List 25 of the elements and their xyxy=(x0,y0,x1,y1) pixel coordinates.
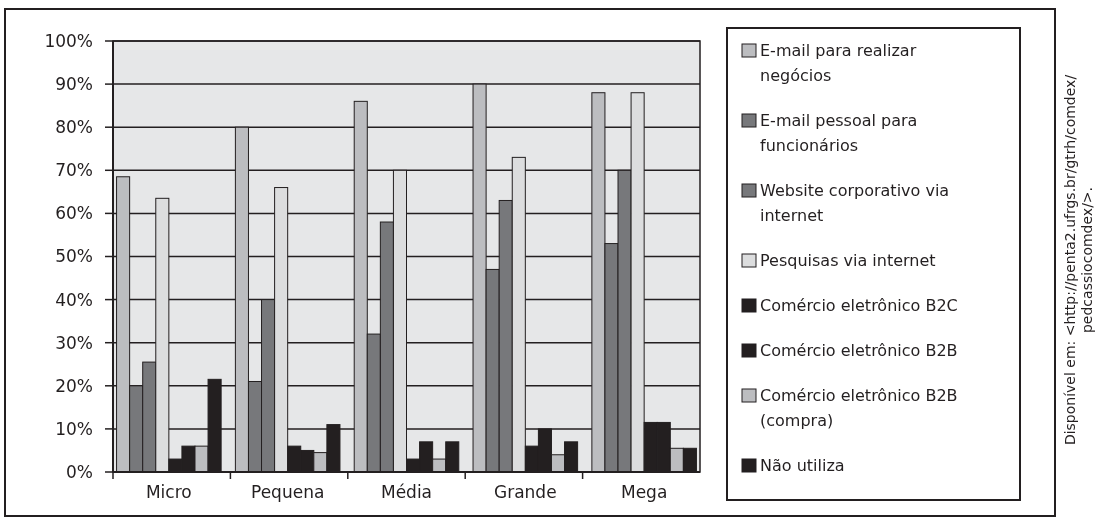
legend-label: Comércio eletrônico B2C xyxy=(760,296,958,315)
y-tick-label: 10% xyxy=(55,418,93,439)
y-tick-label: 50% xyxy=(55,246,93,267)
y-tick-label: 40% xyxy=(55,289,93,310)
x-tick-label: Média xyxy=(380,482,433,502)
legend-label: Pesquisas via internet xyxy=(760,251,936,270)
x-tick-label: Micro xyxy=(145,482,192,502)
legend-label: Comércio eletrônico B2B (compra) xyxy=(760,386,958,430)
y-tick-label: 90% xyxy=(55,74,93,95)
y-tick-label: 0% xyxy=(66,461,93,482)
legend-label: E-mail pessoal para funcionários xyxy=(760,111,918,155)
y-tick-label: 60% xyxy=(55,203,93,224)
y-tick-label: 80% xyxy=(55,117,93,138)
legend-label: Website corporativo via internet xyxy=(760,181,950,225)
y-tick-label: 30% xyxy=(55,332,93,353)
legend-label: Comércio eletrônico B2B xyxy=(760,341,958,360)
text: Disponível em: <http://penta2.ufrgs.br/gtrh/comdex/ pedcassiocomdex/>. xyxy=(1062,74,1095,446)
legend-label: E-mail para realizar negócios xyxy=(760,41,917,85)
y-tick-label: 70% xyxy=(55,160,93,181)
x-tick-label: Grande xyxy=(494,482,557,502)
x-tick-label: Mega xyxy=(620,482,668,502)
x-tick-label: Pequena xyxy=(251,482,325,502)
y-tick-label: 100% xyxy=(44,30,93,51)
legend-label: Não utiliza xyxy=(760,456,845,475)
y-tick-label: 20% xyxy=(55,375,93,396)
